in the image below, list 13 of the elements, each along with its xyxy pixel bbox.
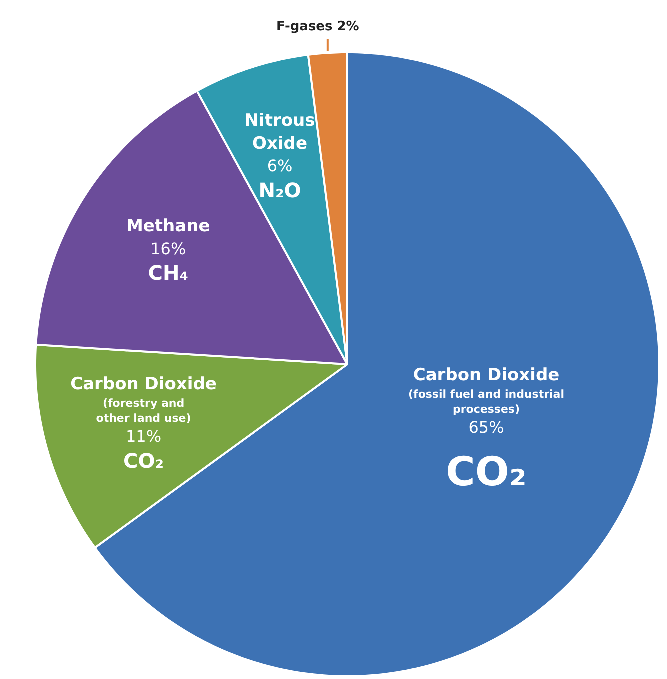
data-label: 16% [150, 239, 186, 258]
data-label: 11% [126, 427, 162, 446]
slice-label: Methane [126, 216, 210, 237]
slice-label: Carbon Dioxide (forestry and other land use) [70, 374, 217, 425]
data-label: 65% [468, 418, 504, 438]
text: CO₂ [446, 449, 527, 496]
text: CO₂ [124, 448, 164, 473]
data-label: 6% [267, 156, 293, 176]
text: CH₄ [148, 261, 188, 286]
slice-label: Nitrous Oxide [244, 111, 316, 154]
text: N₂O [258, 178, 302, 203]
slice-label: Carbon Dioxide (fossil fuel and industrial processes) [408, 366, 564, 416]
slice-label: F-gases 2% [276, 20, 360, 35]
